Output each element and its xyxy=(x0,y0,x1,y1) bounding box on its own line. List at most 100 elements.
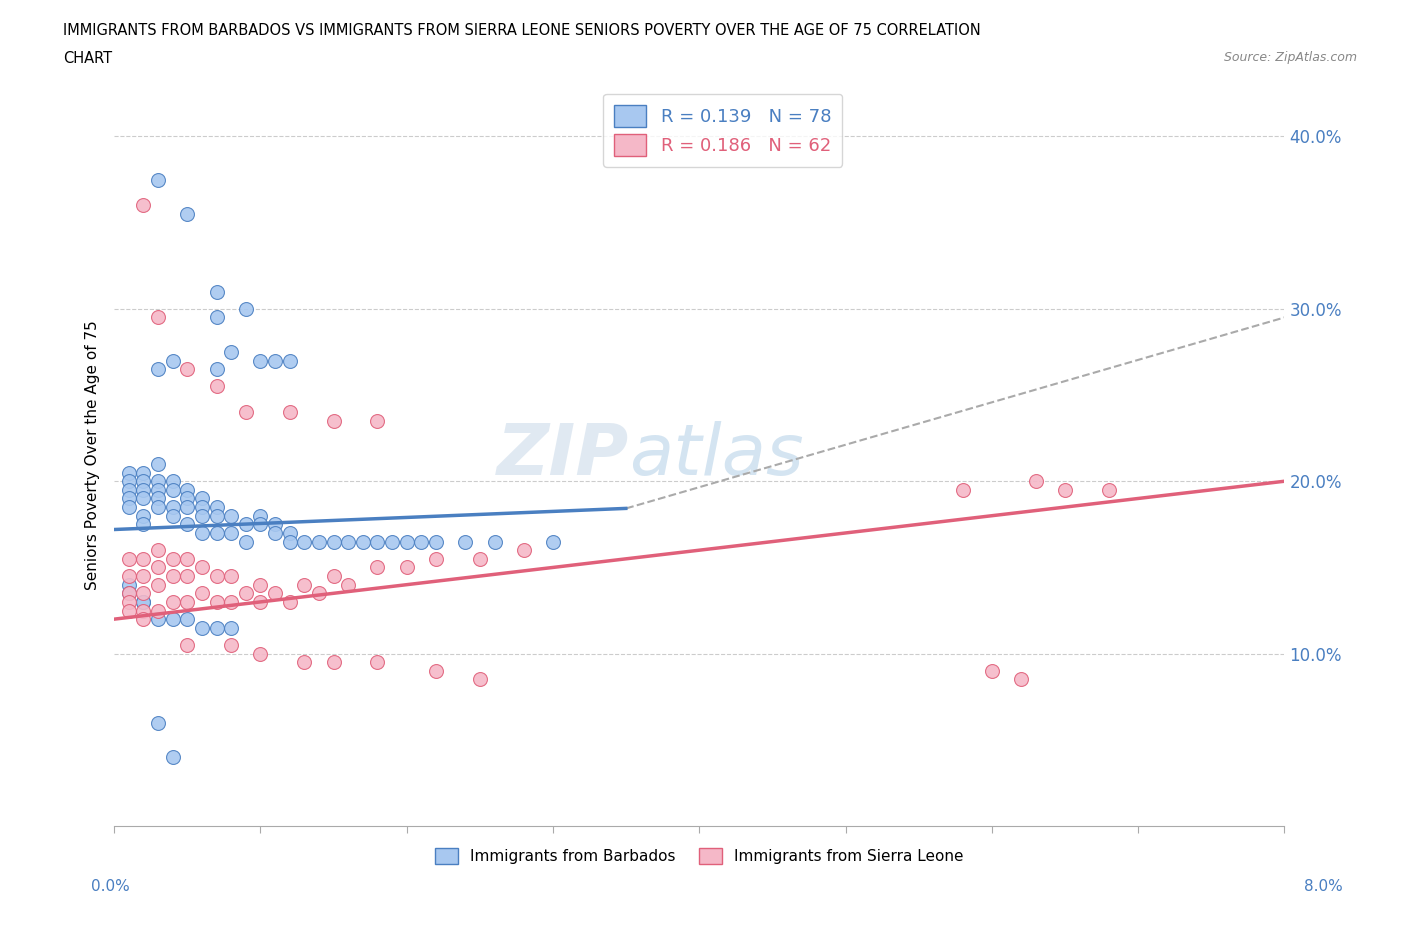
Point xyxy=(322,534,344,549)
Point xyxy=(118,499,141,514)
Point xyxy=(366,655,388,670)
Point xyxy=(132,594,155,609)
Text: ZIP: ZIP xyxy=(496,421,628,490)
Point xyxy=(235,405,257,419)
Point xyxy=(219,638,242,653)
Point xyxy=(219,568,242,583)
Point xyxy=(205,594,228,609)
Point xyxy=(395,560,418,575)
Point xyxy=(235,517,257,532)
Point xyxy=(1025,473,1047,488)
Point xyxy=(146,491,169,506)
Point xyxy=(322,414,344,429)
Point xyxy=(132,491,155,506)
Point xyxy=(118,578,141,592)
Point xyxy=(146,457,169,472)
Y-axis label: Seniors Poverty Over the Age of 75: Seniors Poverty Over the Age of 75 xyxy=(86,321,100,591)
Point xyxy=(468,672,491,687)
Point xyxy=(162,353,184,368)
Point xyxy=(337,534,360,549)
Text: atlas: atlas xyxy=(628,421,804,490)
Text: 0.0%: 0.0% xyxy=(91,879,131,894)
Point xyxy=(162,568,184,583)
Point xyxy=(425,551,447,566)
Point xyxy=(425,663,447,678)
Point xyxy=(191,509,214,524)
Point xyxy=(249,353,271,368)
Point xyxy=(146,473,169,488)
Point xyxy=(454,534,477,549)
Point xyxy=(176,517,198,532)
Text: Source: ZipAtlas.com: Source: ZipAtlas.com xyxy=(1223,51,1357,64)
Text: IMMIGRANTS FROM BARBADOS VS IMMIGRANTS FROM SIERRA LEONE SENIORS POVERTY OVER TH: IMMIGRANTS FROM BARBADOS VS IMMIGRANTS F… xyxy=(63,23,981,38)
Point xyxy=(132,551,155,566)
Point xyxy=(191,560,214,575)
Point xyxy=(146,483,169,498)
Point xyxy=(132,517,155,532)
Point xyxy=(146,612,169,627)
Point xyxy=(118,465,141,480)
Point xyxy=(132,473,155,488)
Point xyxy=(322,568,344,583)
Point xyxy=(132,586,155,601)
Point xyxy=(176,568,198,583)
Point xyxy=(191,586,214,601)
Point xyxy=(132,568,155,583)
Point xyxy=(292,534,315,549)
Point xyxy=(176,206,198,221)
Point xyxy=(205,499,228,514)
Point xyxy=(118,594,141,609)
Point xyxy=(249,578,271,592)
Point xyxy=(118,483,141,498)
Point xyxy=(264,517,287,532)
Point xyxy=(381,534,404,549)
Point xyxy=(292,655,315,670)
Point xyxy=(146,172,169,187)
Point xyxy=(278,594,301,609)
Point xyxy=(205,509,228,524)
Point xyxy=(952,483,974,498)
Point xyxy=(1098,483,1121,498)
Point xyxy=(162,499,184,514)
Point xyxy=(219,509,242,524)
Point xyxy=(235,534,257,549)
Point xyxy=(205,362,228,377)
Point xyxy=(541,534,564,549)
Point xyxy=(411,534,433,549)
Point xyxy=(249,509,271,524)
Point xyxy=(118,491,141,506)
Point xyxy=(219,525,242,540)
Point xyxy=(484,534,506,549)
Point xyxy=(191,499,214,514)
Point xyxy=(205,310,228,325)
Point xyxy=(205,525,228,540)
Point xyxy=(308,586,330,601)
Point xyxy=(219,344,242,359)
Point xyxy=(191,525,214,540)
Point xyxy=(513,543,536,558)
Point xyxy=(1053,483,1076,498)
Point xyxy=(146,499,169,514)
Point xyxy=(118,603,141,618)
Point xyxy=(162,483,184,498)
Point xyxy=(118,551,141,566)
Point xyxy=(162,750,184,764)
Point xyxy=(162,612,184,627)
Point xyxy=(205,620,228,635)
Point xyxy=(425,534,447,549)
Point xyxy=(162,594,184,609)
Point xyxy=(118,568,141,583)
Point xyxy=(118,473,141,488)
Point xyxy=(205,285,228,299)
Point xyxy=(146,543,169,558)
Point xyxy=(205,379,228,394)
Point xyxy=(468,551,491,566)
Point xyxy=(337,578,360,592)
Point xyxy=(146,560,169,575)
Point xyxy=(132,509,155,524)
Point xyxy=(322,655,344,670)
Point xyxy=(162,551,184,566)
Point xyxy=(146,715,169,730)
Point xyxy=(176,594,198,609)
Point xyxy=(191,491,214,506)
